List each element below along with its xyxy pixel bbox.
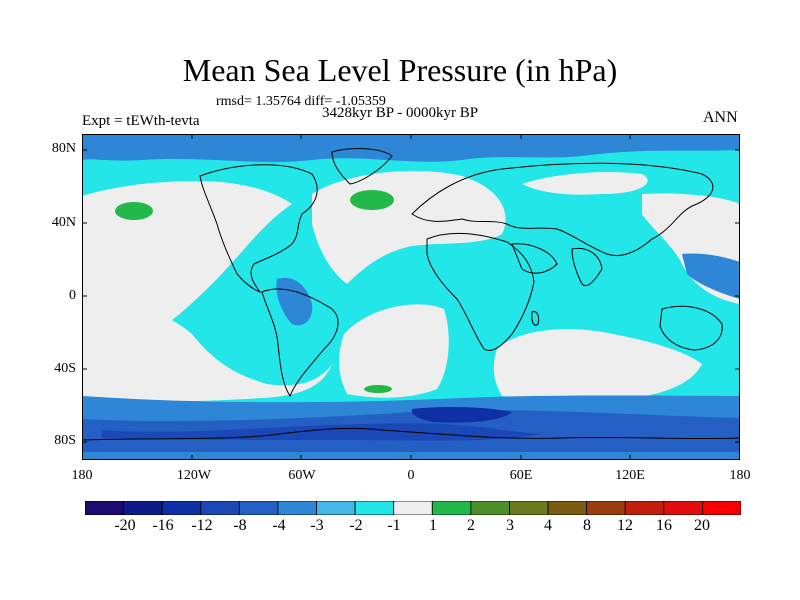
colorbar-swatch bbox=[277, 501, 317, 515]
map-title: Mean Sea Level Pressure (in hPa) bbox=[182, 52, 618, 88]
field-minus3-arctic bbox=[82, 134, 740, 162]
india-outline bbox=[571, 247, 603, 287]
colorbar-label: -8 bbox=[233, 517, 247, 534]
colorbar-swatch bbox=[509, 501, 549, 515]
colorbar-label: 1 bbox=[429, 517, 437, 534]
colorbar-swatch bbox=[470, 501, 510, 515]
europe-asia-outline bbox=[411, 162, 714, 257]
lon-tick-label: 0 bbox=[407, 468, 415, 483]
colorbar-swatch bbox=[200, 501, 240, 515]
field-near-zero-asia bbox=[522, 172, 648, 195]
colorbar-swatch bbox=[431, 501, 472, 515]
colorbar-label: 20 bbox=[694, 517, 710, 534]
madagascar-outline bbox=[531, 311, 540, 326]
pressure-difference-map bbox=[82, 134, 740, 460]
colorbar-label: -2 bbox=[349, 517, 363, 534]
colorbar-swatch bbox=[85, 501, 124, 515]
colorbar-swatch bbox=[316, 501, 356, 515]
lat-tick-label: 80S bbox=[54, 433, 76, 448]
north-america-outline bbox=[199, 164, 318, 294]
colorbar-label: -20 bbox=[114, 517, 136, 534]
field-near-zero-s-atlantic bbox=[339, 304, 449, 398]
lon-tick-label: 60E bbox=[509, 468, 533, 483]
field-minus3-tropics-b bbox=[682, 253, 740, 299]
field-southern-ocean-minus8 bbox=[102, 423, 542, 441]
colorbar-swatch bbox=[123, 501, 163, 515]
africa-outline bbox=[426, 232, 535, 351]
lon-tick-label: 180 bbox=[71, 468, 93, 483]
colorbar-label: 2 bbox=[467, 517, 475, 534]
colorbar-swatch bbox=[547, 501, 588, 515]
lat-tick-label: 80N bbox=[51, 141, 76, 156]
statistics-text: rmsd= 1.35764 diff= -1.05359 bbox=[216, 94, 386, 109]
colorbar-label: -3 bbox=[310, 517, 324, 534]
axis-ticks bbox=[82, 134, 740, 460]
lon-tick-label: 180 bbox=[729, 468, 751, 483]
lon-tick-label: 60W bbox=[288, 468, 316, 483]
colorbar-swatch bbox=[624, 501, 665, 515]
field-southern-ocean-minus12 bbox=[411, 407, 512, 423]
field-positive-n-atlantic bbox=[350, 190, 394, 210]
field-positive-s-atlantic bbox=[364, 385, 392, 393]
experiment-label: Expt = tEWth-tevta bbox=[82, 113, 200, 129]
colorbar-label: 3 bbox=[506, 517, 514, 534]
colorbar-label: -16 bbox=[152, 517, 174, 534]
colorbar-label: -4 bbox=[272, 517, 286, 534]
lon-tick-label: 120E bbox=[615, 468, 645, 483]
field-near-zero-s-pacific bbox=[82, 302, 332, 402]
colorbar-label: 12 bbox=[617, 517, 633, 534]
greenland-outline bbox=[331, 148, 393, 185]
colorbar-swatch bbox=[393, 501, 433, 515]
colorbar bbox=[85, 501, 741, 515]
lat-tick-label: 0 bbox=[69, 288, 76, 303]
period-label: 3428kyr BP - 0000kyr BP bbox=[322, 105, 479, 121]
colorbar-swatch bbox=[161, 501, 202, 515]
australia-outline bbox=[659, 305, 723, 351]
colorbar-label: 8 bbox=[583, 517, 591, 534]
south-america-outline bbox=[261, 288, 339, 398]
coastlines bbox=[82, 148, 740, 441]
colorbar-swatch bbox=[663, 501, 703, 515]
colorbar-swatch bbox=[702, 501, 741, 515]
lat-tick-label: 40N bbox=[51, 215, 76, 230]
field-positive-n-pacific bbox=[115, 202, 153, 220]
colorbar-label: 4 bbox=[544, 517, 552, 534]
field-near-zero-indian bbox=[493, 329, 702, 401]
arabia-outline bbox=[511, 243, 558, 274]
colorbar-swatch bbox=[238, 501, 279, 515]
colorbar-label: -1 bbox=[387, 517, 401, 534]
colorbar-swatch bbox=[354, 501, 395, 515]
lat-tick-label: 40S bbox=[54, 361, 76, 376]
lon-tick-label: 120W bbox=[176, 468, 212, 483]
colorbar-swatch bbox=[586, 501, 626, 515]
antarctica-outline bbox=[82, 427, 740, 441]
colorbar-label: 16 bbox=[656, 517, 672, 534]
season-label: ANN bbox=[703, 109, 738, 126]
colorbar-label: -12 bbox=[191, 517, 213, 534]
